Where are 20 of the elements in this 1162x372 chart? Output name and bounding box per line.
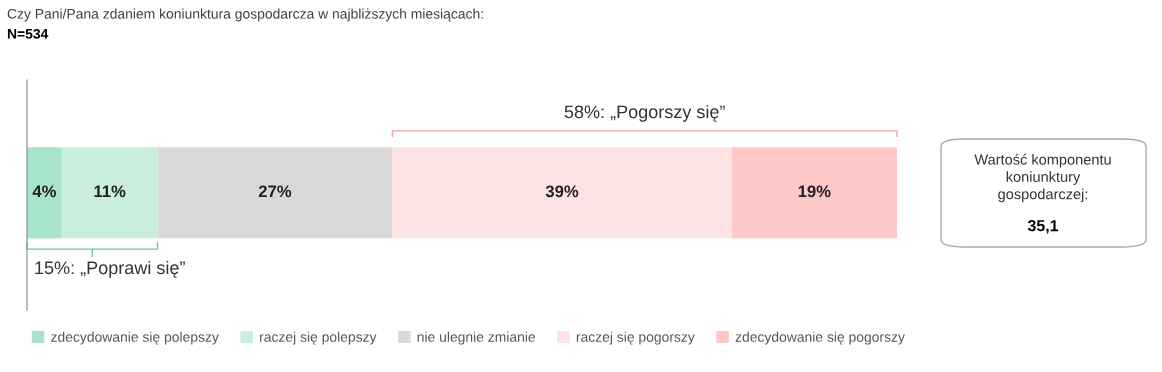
chart-subtitle: N=534: [7, 28, 49, 39]
data-label: 4%: [32, 185, 57, 198]
bar: [731, 147, 897, 239]
data-label: 27%: [258, 185, 292, 198]
text: 58%: „Pogorszy się”: [564, 104, 725, 122]
legend-label: nie ulegnie zmianie: [417, 331, 536, 345]
legend-label: zdecydowanie się pogorszy: [735, 331, 905, 345]
data-label: 11%: [94, 185, 126, 198]
legend-label: raczej się polepszy: [260, 331, 377, 345]
bar: [27, 147, 62, 239]
bar: [392, 147, 732, 239]
chart-title: Czy Pani/Pana zdaniem koniunktura gospodarcza w najbliższych miesiącach:: [7, 8, 483, 22]
data-label: 39%: [545, 185, 579, 198]
data-label: 19%: [798, 185, 831, 198]
bar: [157, 147, 393, 239]
legend-label: raczej się pogorszy: [576, 331, 695, 345]
bar: [61, 147, 158, 239]
text: 15%: „Poprawi się”: [35, 260, 185, 278]
legend-label: zdecydowanie się polepszy: [51, 331, 219, 345]
text: Wartość komponentu koniunktury gospodarczej: 35,1: [974, 153, 1111, 234]
